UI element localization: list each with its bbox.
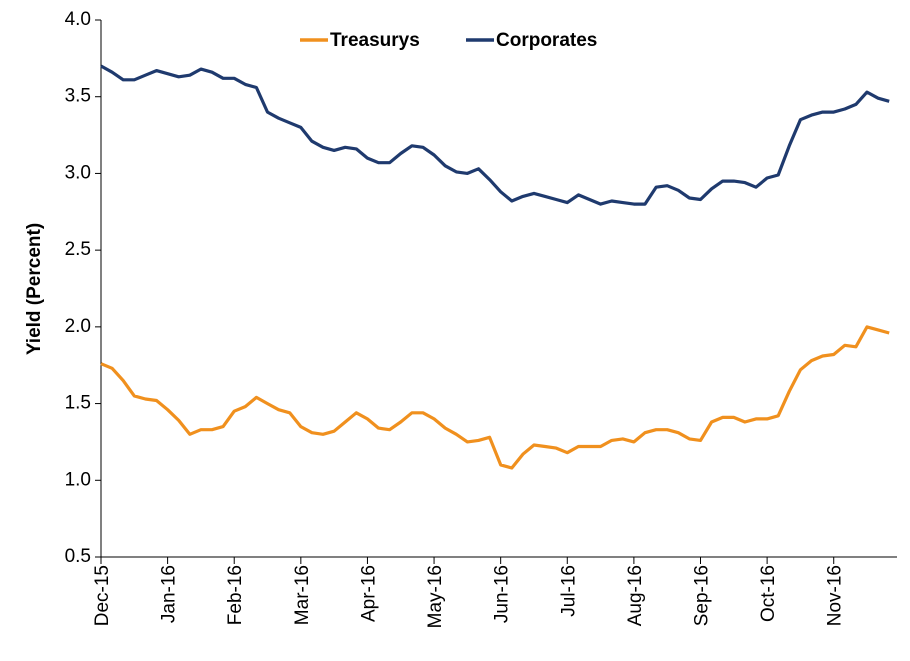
y-tick-label: 0.5 [65, 546, 91, 567]
legend-label: Treasurys [330, 30, 420, 51]
y-tick-label: 2.0 [65, 316, 91, 337]
x-tick-label: Aug-16 [625, 565, 646, 626]
x-tick-label: Apr-16 [358, 565, 379, 622]
y-tick-label: 3.0 [65, 162, 91, 183]
y-axis-label: Yield (Percent) [24, 223, 45, 355]
x-tick-label: May-16 [425, 565, 446, 628]
x-tick-label: Sep-16 [691, 565, 712, 626]
x-tick-label: Jun-16 [492, 565, 513, 623]
y-tick-label: 1.0 [65, 469, 91, 490]
y-tick-label: 1.5 [65, 393, 91, 414]
y-tick-label: 4.0 [65, 9, 91, 30]
series-line [100, 64, 890, 206]
x-tick-label: Dec-15 [92, 565, 113, 626]
y-tick-label: 2.5 [65, 239, 91, 260]
x-tick-label: Mar-16 [292, 565, 313, 625]
x-tick-label: Jan-16 [159, 565, 180, 623]
x-tick-label: Oct-16 [758, 565, 779, 622]
legend-label: Corporates [496, 30, 597, 51]
y-tick-label: 3.5 [65, 86, 91, 107]
x-tick-label: Jul-16 [558, 565, 579, 617]
x-tick-label: Nov-16 [825, 565, 846, 626]
x-tick-label: Feb-16 [225, 565, 246, 625]
series-line [100, 325, 890, 470]
